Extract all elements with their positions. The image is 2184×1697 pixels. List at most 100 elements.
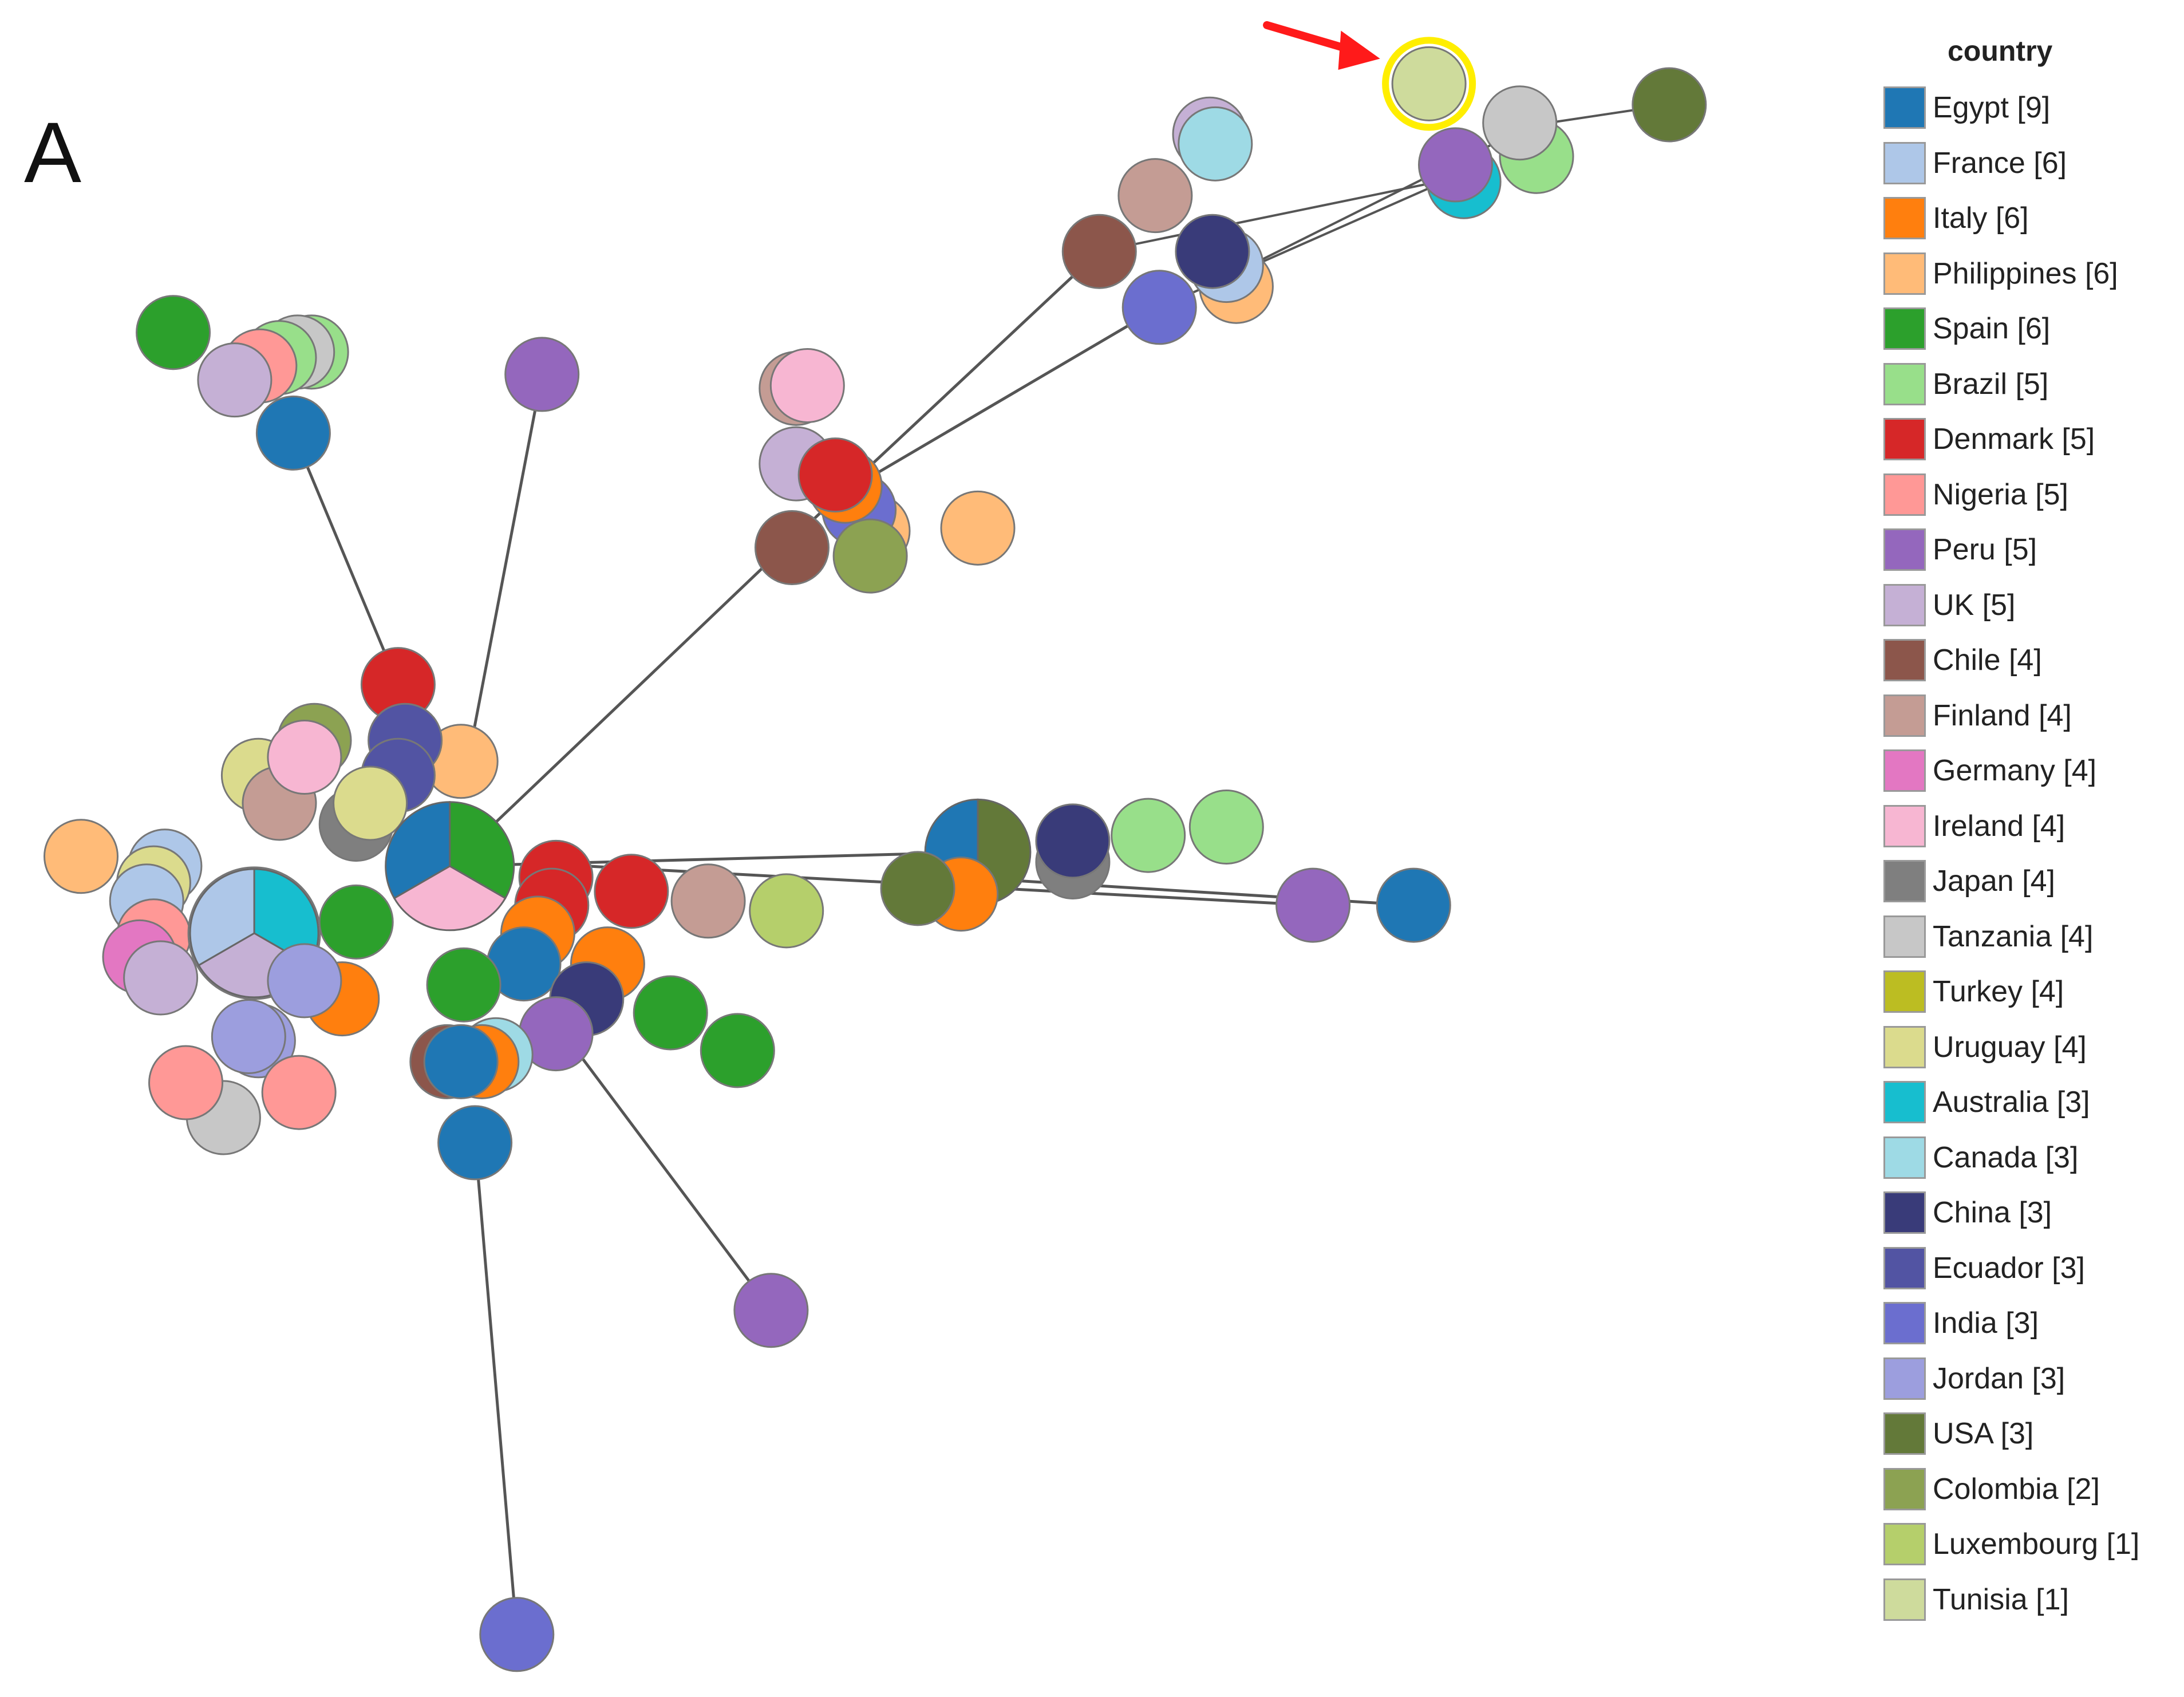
edge [292, 432, 400, 685]
legend-item: Nigeria [5] [1883, 467, 2181, 523]
legend-item: Ireland [4] [1883, 799, 2181, 854]
legend-item: Canada [3] [1883, 1130, 2181, 1186]
legend-swatch [1883, 1246, 1926, 1289]
legend-label: Germany [4] [1933, 754, 2097, 788]
legend-swatch [1883, 1136, 1926, 1179]
node-luxembourg [749, 873, 824, 949]
edge [466, 374, 544, 762]
edge [1099, 180, 1439, 253]
node-jordan [267, 943, 342, 1019]
legend-item: Brazil [5] [1883, 357, 2181, 412]
node-denmark [797, 437, 873, 513]
legend-item: Denmark [5] [1883, 412, 2181, 467]
legend-item: Chile [4] [1883, 633, 2181, 688]
legend-label: Chile [4] [1933, 644, 2042, 677]
arrow-head-icon [1338, 30, 1380, 70]
legend-label: Australia [3] [1933, 1086, 2090, 1119]
node-tunisia [1391, 46, 1467, 121]
legend-item: UK [5] [1883, 578, 2181, 633]
node-chile [1061, 214, 1137, 289]
node-ireland [267, 719, 342, 795]
node-usa [880, 851, 955, 926]
node-china [1175, 214, 1250, 289]
node-peru [504, 337, 580, 412]
node-spain [318, 884, 394, 960]
node-brazil [1188, 789, 1264, 865]
legend-label: Brazil [5] [1933, 367, 2049, 401]
legend-item: Italy [6] [1883, 191, 2181, 246]
node-finland [670, 863, 746, 939]
legend-swatch [1883, 1191, 1926, 1234]
node-egypt [1376, 867, 1451, 943]
legend-label: Uruguay [4] [1933, 1030, 2087, 1064]
node-spain [426, 947, 501, 1023]
legend-label: Italy [6] [1933, 202, 2029, 235]
node-usa [1632, 67, 1707, 143]
legend-swatch [1883, 1025, 1926, 1068]
legend-swatch [1883, 86, 1926, 129]
legend-item: India [3] [1883, 1296, 2181, 1351]
node-uk [123, 940, 199, 1016]
legend-swatch [1883, 1302, 1926, 1345]
legend-label: China [3] [1933, 1196, 2052, 1230]
node-canada [1178, 106, 1253, 181]
pie-slice-egypt [385, 801, 451, 899]
node-denmark [594, 854, 669, 929]
node-peru [1275, 867, 1351, 943]
legend-swatch [1883, 749, 1926, 792]
pie-slice-spain [449, 801, 515, 899]
node-spain [633, 975, 708, 1051]
legend-items: Egypt [9] France [6] Italy [6] Philippines … [1883, 80, 2181, 1627]
legend-item: Uruguay [4] [1883, 1020, 2181, 1075]
legend-label: Tanzania [4] [1933, 919, 2094, 953]
legend-item: Colombia [2] [1883, 1462, 2181, 1517]
legend-swatch [1883, 418, 1926, 461]
legend-label: Colombia [2] [1933, 1472, 2100, 1506]
highlight-ring [1382, 37, 1476, 131]
legend-swatch [1883, 1081, 1926, 1124]
node-india [1121, 270, 1197, 345]
legend-item: Spain [6] [1883, 301, 2181, 357]
legend-item: Australia [3] [1883, 1075, 2181, 1130]
node-spain [136, 295, 211, 370]
legend-label: Philippines [6] [1933, 256, 2118, 290]
pie-slice-ireland [393, 865, 507, 932]
network-graph [44, 21, 1707, 1672]
node-chile [754, 510, 830, 585]
legend-label: Canada [3] [1933, 1140, 2079, 1174]
legend-item: Tunisia [1] [1883, 1572, 2181, 1628]
legend-label: Egypt [9] [1933, 91, 2051, 125]
legend-label: USA [3] [1933, 1417, 2034, 1451]
legend-swatch [1883, 307, 1926, 350]
legend-swatch [1883, 804, 1926, 847]
node-ireland [769, 348, 845, 423]
legend-label: UK [5] [1933, 588, 2016, 622]
legend-label: Jordan [3] [1933, 1361, 2065, 1395]
legend-swatch [1883, 252, 1926, 295]
legend-swatch [1883, 1357, 1926, 1400]
legend-item: USA [3] [1883, 1406, 2181, 1462]
legend-item: Luxembourg [1] [1883, 1517, 2181, 1572]
legend-item: Turkey [4] [1883, 964, 2181, 1020]
node-peru [1417, 127, 1493, 203]
legend-swatch [1883, 1523, 1926, 1566]
node-jordan [211, 999, 286, 1074]
legend-swatch [1883, 583, 1926, 626]
node-uk [197, 342, 272, 418]
node-finland [1117, 158, 1193, 234]
legend-swatch [1883, 915, 1926, 958]
legend-item: Jordan [3] [1883, 1351, 2181, 1407]
pie-slice-france [189, 868, 255, 966]
nodes [44, 46, 1707, 1672]
legend-title: country [1948, 35, 2053, 67]
panel-label: A [24, 104, 82, 200]
legend-label: Peru [5] [1933, 533, 2037, 567]
legend-item: France [6] [1883, 136, 2181, 191]
legend-swatch [1883, 362, 1926, 405]
legend-label: Ecuador [3] [1933, 1251, 2085, 1285]
node-india [479, 1597, 555, 1672]
annotation [1263, 21, 1476, 131]
legend-label: Finland [4] [1933, 698, 2072, 732]
legend-swatch [1883, 528, 1926, 571]
edge [837, 306, 1160, 498]
